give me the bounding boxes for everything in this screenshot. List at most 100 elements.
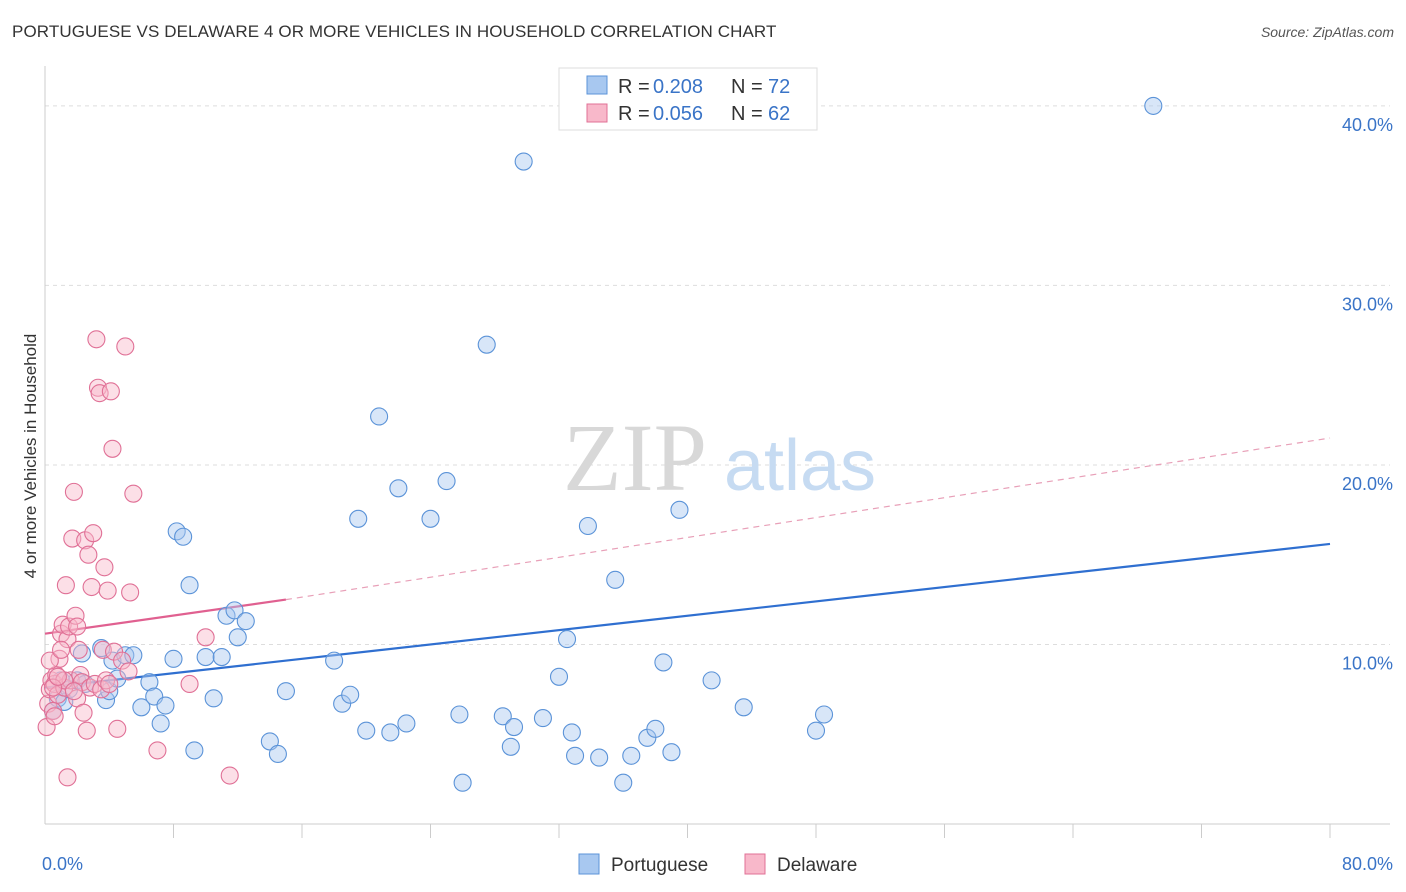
portuguese-point-6 bbox=[72, 644, 91, 663]
delaware-point-31 bbox=[87, 330, 106, 349]
watermark-zip: ZIP bbox=[563, 404, 707, 511]
portuguese-point-45 bbox=[437, 472, 456, 491]
x-tick-label-1: 80.0% bbox=[1342, 854, 1393, 874]
portuguese-point-67 bbox=[670, 500, 689, 519]
portuguese-point-60 bbox=[606, 570, 625, 589]
portuguese-point-44 bbox=[421, 509, 440, 528]
delaware-point-58 bbox=[43, 678, 63, 697]
portuguese-trend-line bbox=[44, 542, 1331, 689]
portuguese-point-16 bbox=[140, 673, 159, 692]
portuguese-point-64 bbox=[646, 719, 665, 738]
axes bbox=[44, 66, 1390, 838]
delaware-point-49 bbox=[148, 741, 167, 760]
bottom-legend-label-delaware: Delaware bbox=[777, 855, 857, 876]
delaware-point-41 bbox=[103, 439, 122, 458]
portuguese-point-27 bbox=[212, 647, 231, 667]
legend-n-value-1: 72 bbox=[768, 76, 790, 98]
portuguese-point-20 bbox=[164, 649, 183, 668]
portuguese-point-41 bbox=[381, 723, 400, 742]
watermark-atlas: atlas bbox=[724, 426, 876, 506]
delaware-point-50 bbox=[180, 674, 199, 694]
delaware-point-53 bbox=[40, 651, 59, 670]
portuguese-point-42 bbox=[389, 479, 408, 498]
legend-swatch-delaware bbox=[586, 103, 608, 123]
portuguese-point-43 bbox=[397, 714, 416, 733]
delaware-point-52 bbox=[220, 766, 239, 785]
delaware-point-23 bbox=[74, 703, 93, 722]
tick-labels: 10.0% 20.0% 30.0% 40.0% 0.0% 80.0% bbox=[42, 115, 1393, 874]
delaware-point-10 bbox=[53, 615, 72, 634]
chart-source: Source: ZipAtlas.com bbox=[1260, 24, 1394, 40]
y-tick-label-3: 40.0% bbox=[1342, 115, 1393, 135]
portuguese-point-33 bbox=[268, 744, 287, 764]
legend-r-label-2: R = bbox=[618, 103, 650, 125]
delaware-point-36 bbox=[95, 558, 114, 577]
portuguese-point-40 bbox=[370, 407, 389, 426]
legend-n-value-2: 62 bbox=[768, 103, 790, 125]
portuguese-point-51 bbox=[504, 718, 524, 737]
portuguese-point-61 bbox=[614, 773, 633, 792]
portuguese-point-48 bbox=[477, 335, 496, 354]
delaware-point-43 bbox=[108, 719, 127, 738]
bottom-legend: Portuguese Delaware bbox=[578, 853, 857, 876]
portuguese-point-23 bbox=[180, 576, 199, 595]
x-tick-label-0: 0.0% bbox=[42, 854, 83, 874]
bottom-legend-label-portuguese: Portuguese bbox=[611, 855, 708, 876]
portuguese-point-25 bbox=[196, 647, 215, 667]
data-points bbox=[37, 96, 1163, 792]
delaware-point-12 bbox=[56, 576, 75, 595]
legend-r-value-2: 0.056 bbox=[653, 103, 703, 125]
y-tick-label-0: 10.0% bbox=[1342, 653, 1393, 673]
portuguese-point-53 bbox=[533, 709, 552, 728]
legend-r-label-1: R = bbox=[618, 76, 650, 98]
delaware-point-48 bbox=[124, 484, 143, 503]
portuguese-point-39 bbox=[357, 721, 376, 740]
delaware-point-28 bbox=[82, 577, 101, 597]
portuguese-point-66 bbox=[662, 743, 681, 762]
portuguese-point-62 bbox=[622, 746, 641, 765]
legend-n-label-1: N = bbox=[731, 76, 763, 98]
delaware-point-44 bbox=[113, 651, 132, 670]
portuguese-point-15 bbox=[132, 698, 151, 717]
portuguese-point-69 bbox=[734, 698, 753, 717]
legend-swatch-portuguese bbox=[586, 75, 608, 95]
portuguese-point-22 bbox=[174, 527, 193, 546]
legend-n-label-2: N = bbox=[731, 103, 763, 125]
portuguese-point-19 bbox=[156, 696, 175, 715]
portuguese-point-65 bbox=[654, 653, 673, 672]
delaware-point-39 bbox=[100, 674, 119, 694]
portuguese-point-68 bbox=[702, 671, 721, 690]
portuguese-point-34 bbox=[276, 682, 295, 701]
y-axis-label: 4 or more Vehicles in Household bbox=[21, 334, 40, 579]
chart-title: PORTUGUESE VS DELAWARE 4 OR MORE VEHICLE… bbox=[12, 22, 777, 41]
portuguese-point-50 bbox=[501, 737, 520, 756]
delaware-point-57 bbox=[64, 682, 83, 701]
portuguese-point-58 bbox=[578, 516, 597, 536]
watermark: ZIP atlas bbox=[563, 404, 876, 511]
delaware-point-21 bbox=[71, 665, 90, 685]
portuguese-point-59 bbox=[590, 748, 609, 767]
delaware-point-47 bbox=[121, 583, 140, 602]
portuguese-point-31 bbox=[236, 612, 255, 631]
portuguese-point-46 bbox=[450, 705, 469, 724]
portuguese-point-47 bbox=[453, 773, 472, 792]
portuguese-point-54 bbox=[549, 667, 569, 686]
delaware-point-35 bbox=[93, 640, 112, 659]
delaware-point-61 bbox=[48, 667, 67, 686]
portuguese-point-18 bbox=[151, 714, 170, 733]
portuguese-point-56 bbox=[562, 723, 581, 742]
portuguese-point-49 bbox=[493, 707, 512, 726]
portuguese-point-71 bbox=[814, 705, 834, 724]
portuguese-point-24 bbox=[185, 741, 204, 760]
delaware-point-20 bbox=[69, 640, 88, 659]
portuguese-point-7 bbox=[76, 674, 95, 694]
delaware-point-60 bbox=[68, 617, 87, 636]
delaware-point-37 bbox=[96, 671, 116, 690]
delaware-point-55 bbox=[52, 640, 71, 659]
portuguese-point-52 bbox=[514, 152, 533, 171]
delaware-point-59 bbox=[58, 768, 77, 787]
grid-lines bbox=[45, 105, 1390, 645]
delaware-point-51 bbox=[196, 628, 215, 647]
delaware-point-40 bbox=[101, 382, 120, 401]
